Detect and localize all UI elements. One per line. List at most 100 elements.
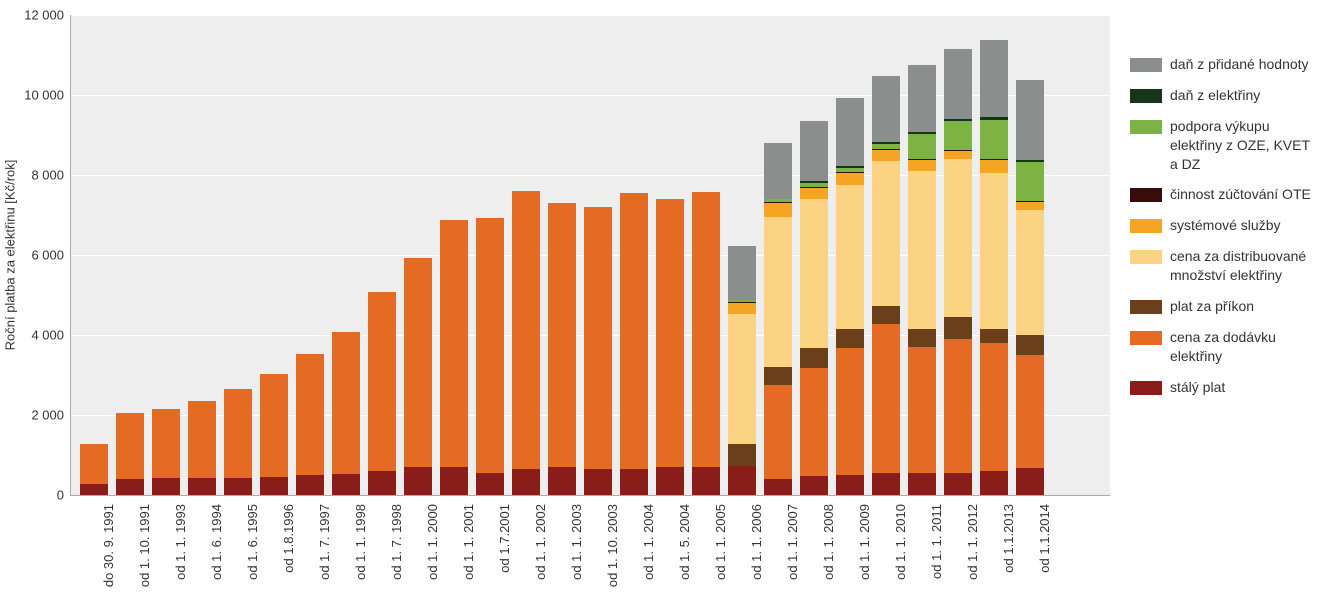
legend-swatch: [1130, 250, 1162, 264]
bar-segment: [260, 374, 288, 477]
bars-layer: [70, 15, 1110, 495]
bar-segment: [224, 389, 252, 478]
bar: [188, 15, 216, 495]
bar-segment: [656, 467, 684, 495]
bar-segment: [620, 193, 648, 470]
bar-segment: [908, 347, 936, 473]
bar-segment: [332, 332, 360, 474]
legend-swatch: [1130, 381, 1162, 395]
bar-segment: [908, 65, 936, 132]
bar-segment: [152, 478, 180, 495]
legend-swatch: [1130, 300, 1162, 314]
bar-segment: [944, 473, 972, 495]
legend: daň z přidané hodnoty daň z elektřiny podp…: [1130, 55, 1320, 409]
bar-segment: [620, 469, 648, 495]
x-tick-label: od 1. 1. 2000: [425, 504, 440, 580]
x-tick-label: od 1.7.2001: [497, 504, 512, 573]
bar-segment: [944, 151, 972, 160]
bar-segment: [980, 120, 1008, 160]
legend-swatch: [1130, 331, 1162, 345]
bar-segment: [908, 159, 936, 171]
bar-segment: [944, 121, 972, 150]
legend-item: podpora výkupu elektřiny z OZE, KVET a D…: [1130, 117, 1320, 174]
x-tick-label: od 1. 10. 2003: [605, 504, 620, 587]
bar-segment: [80, 484, 108, 495]
bar-segment: [872, 76, 900, 142]
bar-segment: [908, 329, 936, 348]
bar-segment: [1016, 468, 1044, 495]
bar-segment: [1016, 355, 1044, 468]
bar-segment: [764, 199, 792, 202]
bar-segment: [836, 98, 864, 166]
bar-segment: [836, 348, 864, 475]
bar-segment: [908, 473, 936, 495]
bar-segment: [476, 218, 504, 473]
bar: [260, 15, 288, 495]
x-tick-label: od 1. 1. 2011: [929, 504, 944, 579]
bar-segment: [116, 413, 144, 479]
bar-segment: [1016, 162, 1044, 201]
legend-item: systémové služby: [1130, 216, 1320, 235]
bar-segment: [80, 444, 108, 484]
legend-label: činnost zúčtování OTE: [1170, 185, 1320, 204]
bar-segment: [836, 168, 864, 172]
x-tick-label: od 1.1.2014: [1037, 504, 1052, 573]
bar-segment: [188, 478, 216, 495]
bar: [80, 15, 108, 495]
x-tick-label: od 1. 7. 1998: [389, 504, 404, 580]
bar: [512, 15, 540, 495]
bar-segment: [764, 367, 792, 385]
legend-item: daň z přidané hodnoty: [1130, 55, 1320, 74]
bar-segment: [512, 191, 540, 469]
chart-root: Roční platba za elektřinu [Kč/rok] 02 00…: [0, 0, 1338, 605]
bar-segment: [908, 171, 936, 328]
y-tick-label: 2 000: [31, 408, 64, 423]
x-tick-label: od 1. 5. 2004: [677, 504, 692, 580]
bar: [476, 15, 504, 495]
bar-segment: [260, 477, 288, 495]
bar-segment: [836, 173, 864, 185]
bar-segment: [872, 306, 900, 324]
legend-label: daň z elektřiny: [1170, 86, 1320, 105]
bar: [404, 15, 432, 495]
bar-segment: [404, 467, 432, 495]
bar: [584, 15, 612, 495]
bar-segment: [1016, 201, 1044, 202]
bar-segment: [296, 475, 324, 495]
x-tick-label: od 1. 1. 2001: [461, 504, 476, 580]
bar-segment: [1016, 160, 1044, 162]
bar: [800, 15, 828, 495]
bar-segment: [1016, 210, 1044, 336]
y-tick-label: 4 000: [31, 328, 64, 343]
y-tick-label: 6 000: [31, 248, 64, 263]
legend-label: plat za příkon: [1170, 297, 1320, 316]
bar-segment: [1016, 201, 1044, 209]
bar: [980, 15, 1008, 495]
legend-swatch: [1130, 219, 1162, 233]
bar: [332, 15, 360, 495]
bar-segment: [836, 185, 864, 329]
bar-segment: [872, 473, 900, 495]
bar: [908, 15, 936, 495]
legend-swatch: [1130, 120, 1162, 134]
bar-segment: [224, 478, 252, 495]
bar-segment: [980, 117, 1008, 119]
bar-segment: [548, 203, 576, 467]
bar-segment: [944, 159, 972, 317]
bar-segment: [764, 385, 792, 479]
bar-segment: [944, 317, 972, 339]
bar-segment: [836, 475, 864, 495]
bar-segment: [872, 144, 900, 148]
x-tick-label: od 1. 10. 1991: [137, 504, 152, 587]
bar: [656, 15, 684, 495]
legend-item: cena za distribuované množství elektřiny: [1130, 247, 1320, 285]
bar-segment: [728, 300, 756, 302]
bar-segment: [368, 471, 396, 495]
legend-item: činnost zúčtování OTE: [1130, 185, 1320, 204]
bar-segment: [512, 469, 540, 495]
x-axis: do 30. 9. 1991od 1. 10. 1991od 1. 1. 199…: [70, 500, 1110, 600]
x-tick-label: od 1. 1. 2005: [713, 504, 728, 580]
bar: [620, 15, 648, 495]
x-tick-label: od 1. 1. 2009: [857, 504, 872, 580]
bar: [692, 15, 720, 495]
